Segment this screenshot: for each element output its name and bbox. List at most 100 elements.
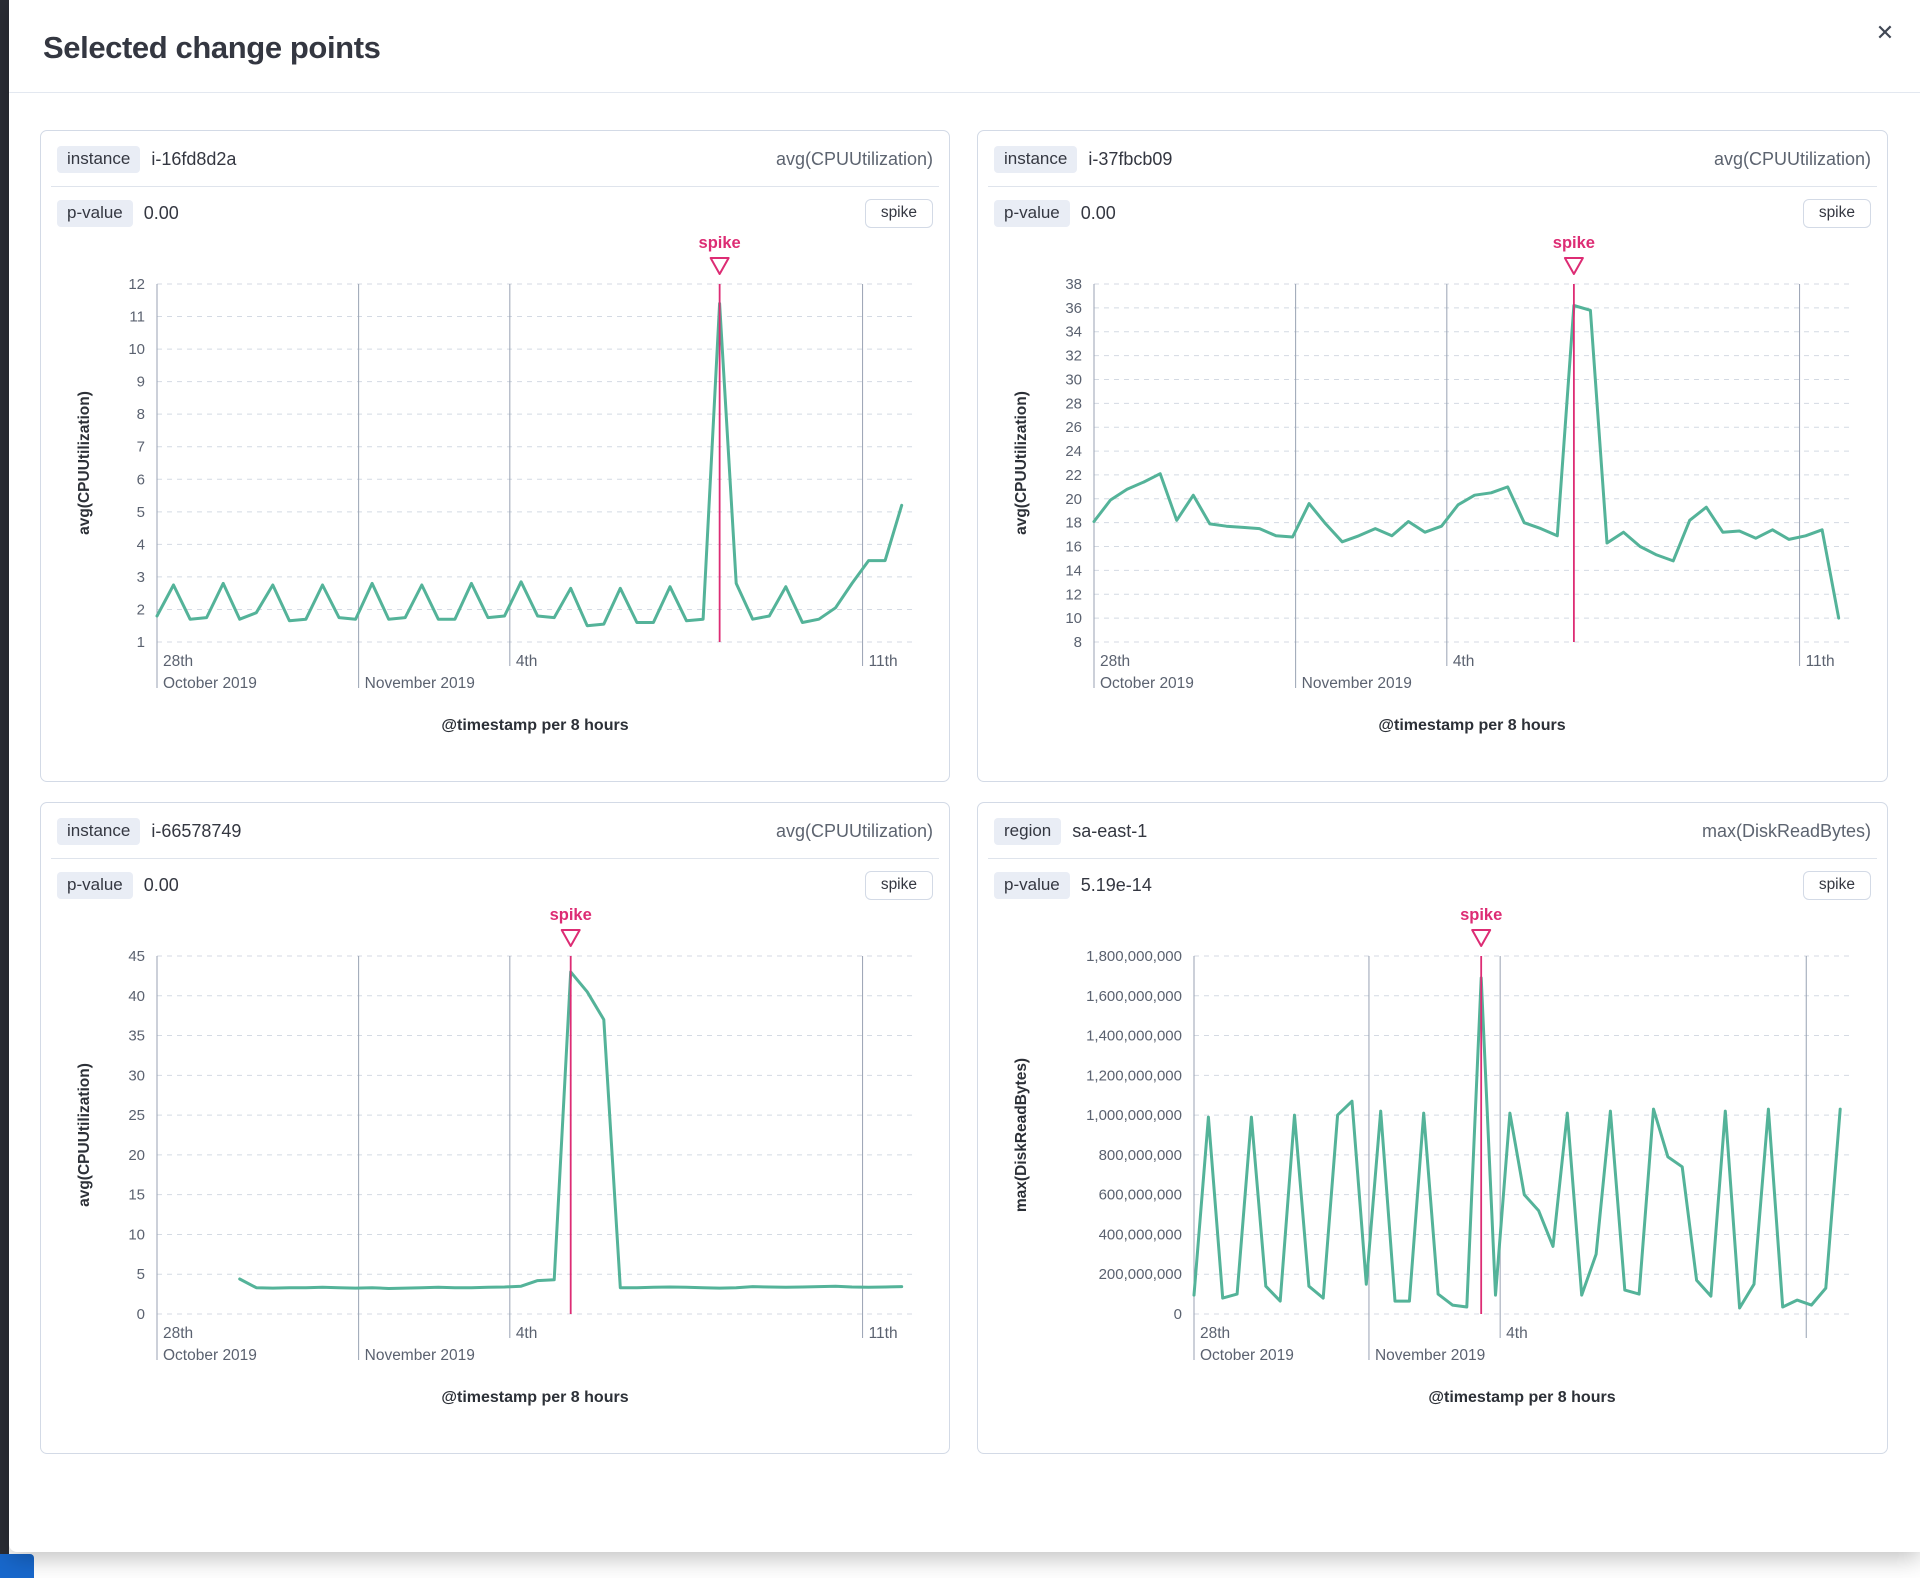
svg-text:October 2019: October 2019 bbox=[1100, 675, 1194, 692]
panel-header: instance i-37fbcb09 avg(CPUUtilization) bbox=[978, 131, 1887, 186]
svg-text:600,000,000: 600,000,000 bbox=[1099, 1187, 1182, 1204]
svg-text:4: 4 bbox=[137, 536, 145, 553]
svg-text:8: 8 bbox=[1074, 634, 1082, 651]
svg-text:20: 20 bbox=[128, 1147, 145, 1164]
change-type-chip[interactable]: spike bbox=[1802, 871, 1871, 900]
svg-text:1,800,000,000: 1,800,000,000 bbox=[1086, 948, 1182, 965]
svg-text:38: 38 bbox=[1065, 276, 1082, 293]
field-name-badge: instance bbox=[57, 818, 141, 845]
page-title: Selected change points bbox=[43, 30, 381, 65]
panel-header: instance i-16fd8d2a avg(CPUUtilization) bbox=[41, 131, 949, 186]
svg-text:25: 25 bbox=[128, 1107, 145, 1124]
svg-text:11th: 11th bbox=[869, 1325, 898, 1342]
change-type-chip[interactable]: spike bbox=[1802, 199, 1871, 228]
change-type-chip[interactable]: spike bbox=[864, 199, 933, 228]
svg-text:6: 6 bbox=[137, 471, 145, 488]
svg-text:11: 11 bbox=[129, 309, 145, 326]
svg-text:32: 32 bbox=[1065, 348, 1082, 365]
svg-text:200,000,000: 200,000,000 bbox=[1099, 1266, 1182, 1283]
svg-text:0: 0 bbox=[137, 1306, 145, 1323]
pvalue-value: 0.00 bbox=[143, 875, 179, 895]
pvalue-badge: p-value bbox=[57, 872, 133, 899]
pvalue-badge: p-value bbox=[57, 200, 133, 227]
change-type-chip[interactable]: spike bbox=[864, 871, 933, 900]
svg-text:7: 7 bbox=[137, 439, 145, 456]
svg-text:9: 9 bbox=[137, 374, 145, 391]
svg-text:10: 10 bbox=[1065, 610, 1082, 627]
metric-label: avg(CPUUtilization) bbox=[1713, 149, 1871, 169]
pvalue-value: 0.00 bbox=[1080, 203, 1116, 223]
svg-text:spike: spike bbox=[550, 906, 592, 924]
svg-text:30: 30 bbox=[1065, 371, 1082, 388]
change-point-panel: instance i-37fbcb09 avg(CPUUtilization) … bbox=[977, 130, 1888, 782]
svg-text:@timestamp per 8 hours: @timestamp per 8 hours bbox=[1378, 717, 1565, 734]
modal-body: instance i-16fd8d2a avg(CPUUtilization) … bbox=[9, 93, 1920, 1454]
svg-text:3: 3 bbox=[137, 569, 145, 586]
pvalue-value: 5.19e-14 bbox=[1080, 875, 1152, 895]
metric-label: max(DiskReadBytes) bbox=[1701, 821, 1871, 841]
pvalue-row: p-value 0.00 spike bbox=[41, 859, 949, 902]
svg-text:400,000,000: 400,000,000 bbox=[1099, 1226, 1182, 1243]
svg-text:20: 20 bbox=[1065, 491, 1082, 508]
close-icon[interactable]: ✕ bbox=[1868, 16, 1902, 50]
svg-text:4th: 4th bbox=[516, 653, 538, 670]
svg-text:avg(CPUUtilization): avg(CPUUtilization) bbox=[76, 1063, 93, 1207]
svg-text:10: 10 bbox=[128, 341, 145, 358]
svg-text:avg(CPUUtilization): avg(CPUUtilization) bbox=[76, 391, 93, 535]
svg-text:November 2019: November 2019 bbox=[1302, 675, 1412, 692]
svg-text:1: 1 bbox=[137, 634, 145, 651]
svg-text:24: 24 bbox=[1065, 443, 1082, 460]
panel-header: instance i-66578749 avg(CPUUtilization) bbox=[41, 803, 949, 858]
panel-divider bbox=[51, 186, 939, 187]
svg-text:28th: 28th bbox=[163, 1325, 193, 1342]
svg-text:1,000,000,000: 1,000,000,000 bbox=[1086, 1107, 1182, 1124]
svg-text:36: 36 bbox=[1065, 300, 1082, 317]
svg-text:800,000,000: 800,000,000 bbox=[1099, 1147, 1182, 1164]
svg-text:spike: spike bbox=[699, 234, 741, 252]
header-divider bbox=[9, 92, 1920, 93]
field-value: sa-east-1 bbox=[1072, 821, 1148, 841]
panel-divider bbox=[988, 858, 1877, 859]
svg-text:40: 40 bbox=[128, 988, 145, 1005]
svg-text:28th: 28th bbox=[1100, 653, 1130, 670]
change-point-chart: 0 200,000,000 400,000,000 600,000,000 800,00… bbox=[978, 902, 1887, 1419]
background-page-strip bbox=[0, 0, 9, 1578]
panel-divider bbox=[51, 858, 939, 859]
svg-text:30: 30 bbox=[128, 1067, 145, 1084]
svg-text:22: 22 bbox=[1065, 467, 1082, 484]
svg-text:26: 26 bbox=[1065, 419, 1082, 436]
modal-header: Selected change points ✕ bbox=[9, 0, 1920, 92]
pvalue-row: p-value 0.00 spike bbox=[41, 187, 949, 230]
background-button-fragment bbox=[0, 1554, 34, 1578]
panel-divider bbox=[988, 186, 1877, 187]
svg-text:5: 5 bbox=[137, 1266, 145, 1283]
svg-text:11th: 11th bbox=[869, 653, 898, 670]
change-point-panel: instance i-16fd8d2a avg(CPUUtilization) … bbox=[40, 130, 950, 782]
svg-text:12: 12 bbox=[1065, 586, 1082, 603]
svg-text:35: 35 bbox=[128, 1028, 145, 1045]
field-value: i-37fbcb09 bbox=[1088, 149, 1173, 169]
svg-text:8: 8 bbox=[137, 406, 145, 423]
change-point-chart: 0 5 10 15 20 25 30 35 40 45 28th 4th 11th October 201… bbox=[41, 902, 949, 1419]
svg-text:15: 15 bbox=[128, 1187, 145, 1204]
svg-text:16: 16 bbox=[1065, 539, 1082, 556]
svg-text:10: 10 bbox=[128, 1226, 145, 1243]
svg-text:11th: 11th bbox=[1806, 653, 1835, 670]
svg-text:28: 28 bbox=[1065, 395, 1082, 412]
metric-label: avg(CPUUtilization) bbox=[775, 821, 933, 841]
svg-text:@timestamp per 8 hours: @timestamp per 8 hours bbox=[441, 1389, 628, 1406]
svg-text:4th: 4th bbox=[516, 1325, 538, 1342]
svg-text:5: 5 bbox=[137, 504, 145, 521]
svg-text:2: 2 bbox=[137, 601, 145, 618]
field-value: i-66578749 bbox=[151, 821, 242, 841]
field-name-badge: instance bbox=[57, 146, 141, 173]
svg-text:1,600,000,000: 1,600,000,000 bbox=[1086, 988, 1182, 1005]
svg-text:1,200,000,000: 1,200,000,000 bbox=[1086, 1067, 1182, 1084]
pvalue-row: p-value 0.00 spike bbox=[978, 187, 1887, 230]
pvalue-badge: p-value bbox=[994, 872, 1070, 899]
svg-text:1,400,000,000: 1,400,000,000 bbox=[1086, 1028, 1182, 1045]
panel-header: region sa-east-1 max(DiskReadBytes) bbox=[978, 803, 1887, 858]
svg-text:4th: 4th bbox=[1506, 1325, 1528, 1342]
svg-text:October 2019: October 2019 bbox=[163, 675, 257, 692]
svg-text:18: 18 bbox=[1065, 515, 1082, 532]
